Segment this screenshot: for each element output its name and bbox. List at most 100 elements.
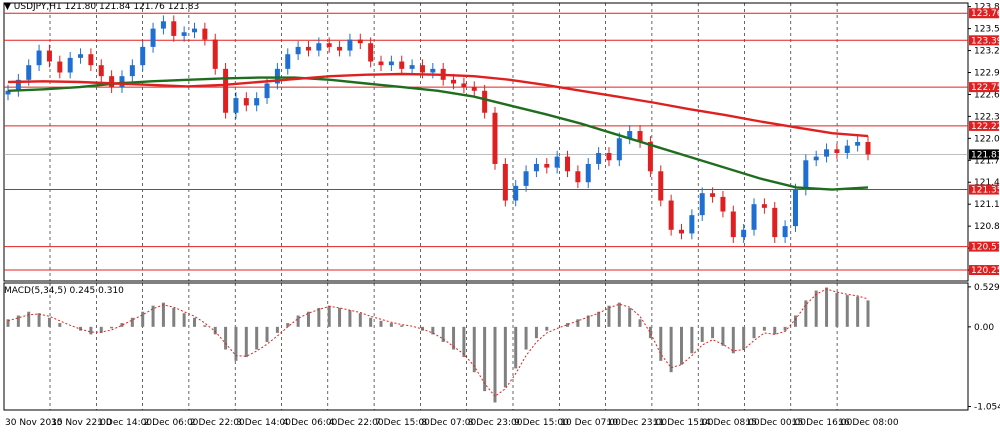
macd-signal-line: [7, 288, 869, 398]
x-tick-label: 15 Dec 00:00: [746, 418, 807, 428]
level-label: 122.22: [971, 122, 1000, 132]
candle-body: [658, 171, 664, 201]
x-tick-label: 1 Dec 14:00: [97, 418, 152, 428]
x-tick-label: 14 Dec 08:00: [699, 418, 760, 428]
candle-body: [295, 46, 301, 55]
candle-body: [761, 204, 767, 208]
candle-body: [109, 76, 115, 88]
candle-body: [844, 145, 850, 153]
candle-body: [46, 50, 52, 62]
candle-body: [15, 79, 21, 91]
macd-y-tick-label: -1.054: [974, 403, 1000, 413]
y-tick-label: 122.35: [974, 112, 1000, 122]
candle-body: [264, 83, 270, 99]
candle-body: [616, 138, 622, 161]
x-tick-label: 2 Dec 22:00: [190, 418, 245, 428]
candle-body: [129, 65, 135, 77]
x-tick-label: 9 Dec 15:00: [514, 418, 569, 428]
candle-body: [565, 156, 571, 172]
candle-body: [855, 142, 861, 146]
candle-body: [710, 193, 716, 197]
candle-body: [502, 163, 508, 201]
candle-body: [316, 43, 322, 51]
x-tick-label: 10 Dec 07:00: [560, 418, 621, 428]
candle-body: [243, 98, 249, 106]
candle-body: [668, 200, 674, 230]
level-label: 120.25: [971, 266, 1000, 276]
candle-body: [119, 76, 125, 88]
candle-body: [57, 61, 63, 73]
candle-body: [326, 43, 332, 47]
ma-slow-line: [7, 72, 869, 138]
y-tick-label: 121.45: [974, 178, 1000, 188]
candle-body: [378, 61, 384, 66]
symbol-title: USDJPY,H1: [13, 2, 62, 12]
candle-body: [98, 65, 104, 77]
y-tick-label: 121.15: [974, 200, 1000, 210]
candle-body: [181, 32, 187, 36]
macd-y-tick-label: 0.00: [974, 323, 994, 333]
candle-body: [575, 171, 581, 183]
candle-body: [451, 79, 457, 84]
candle-body: [544, 163, 550, 168]
candle-body: [720, 196, 726, 212]
macd-title: MACD(5,34,5) 0.245 0.310: [4, 286, 124, 296]
candle-body: [337, 46, 343, 51]
candle-body: [513, 185, 519, 201]
candle-body: [606, 152, 612, 161]
x-tick-label: 2 Dec 06:00: [144, 418, 199, 428]
candle-body: [78, 54, 84, 58]
candle-body: [285, 54, 291, 69]
candle-body: [67, 57, 73, 73]
candle-body: [399, 61, 405, 69]
candle-body: [88, 54, 94, 66]
candle-body: [202, 28, 208, 40]
level-label: 123.39: [971, 36, 1000, 46]
candle-body: [192, 28, 198, 33]
candle-body: [637, 131, 643, 142]
candle-body: [150, 28, 156, 47]
candle-body: [678, 229, 684, 234]
x-tick-label: 3 Dec 14:00: [236, 418, 291, 428]
level-label: 123.76: [971, 9, 1000, 19]
x-tick-label: 30 Nov 22:00: [51, 418, 112, 428]
macd-pane-frame: [3, 282, 969, 411]
level-label: 121.35: [971, 186, 1000, 196]
level-label-box: [969, 35, 999, 46]
y-tick-label: 122.05: [974, 134, 1000, 144]
candle-body: [772, 207, 778, 238]
candle-body: [26, 65, 32, 80]
candle-body: [523, 171, 529, 186]
candle-body: [482, 90, 488, 113]
candle-body: [492, 112, 498, 164]
x-tick-label: 11 Dec 15:00: [653, 418, 714, 428]
candle-body: [533, 163, 539, 172]
x-tick-label: 15 Dec 16:00: [792, 418, 853, 428]
candle-body: [430, 68, 436, 73]
level-label: 120.57: [971, 243, 1000, 253]
triangle-down-icon[interactable]: ▼: [4, 2, 11, 12]
ohlc-values: 121.80 121.84 121.76 121.83: [64, 2, 200, 12]
candle-body: [865, 142, 871, 155]
candle-body: [689, 215, 695, 234]
candle-body: [409, 65, 415, 69]
current-price-box: [969, 149, 999, 160]
y-tick-label: 123.55: [974, 25, 1000, 35]
level-label-box: [969, 184, 999, 195]
level-label-box: [969, 265, 999, 276]
candle-body: [741, 229, 747, 238]
candle-body: [596, 152, 602, 164]
candle-body: [305, 46, 311, 51]
candle-body: [824, 149, 830, 157]
macd-label: MACD(5,34,5): [4, 286, 67, 296]
candle-body: [751, 204, 757, 230]
candle-body: [357, 39, 363, 44]
candle-body: [347, 39, 353, 51]
candle-body: [647, 142, 653, 172]
x-tick-label: 30 Nov 2015: [5, 418, 63, 428]
candle-body: [813, 156, 819, 161]
candle-body: [368, 43, 374, 62]
candle-body: [160, 21, 166, 29]
